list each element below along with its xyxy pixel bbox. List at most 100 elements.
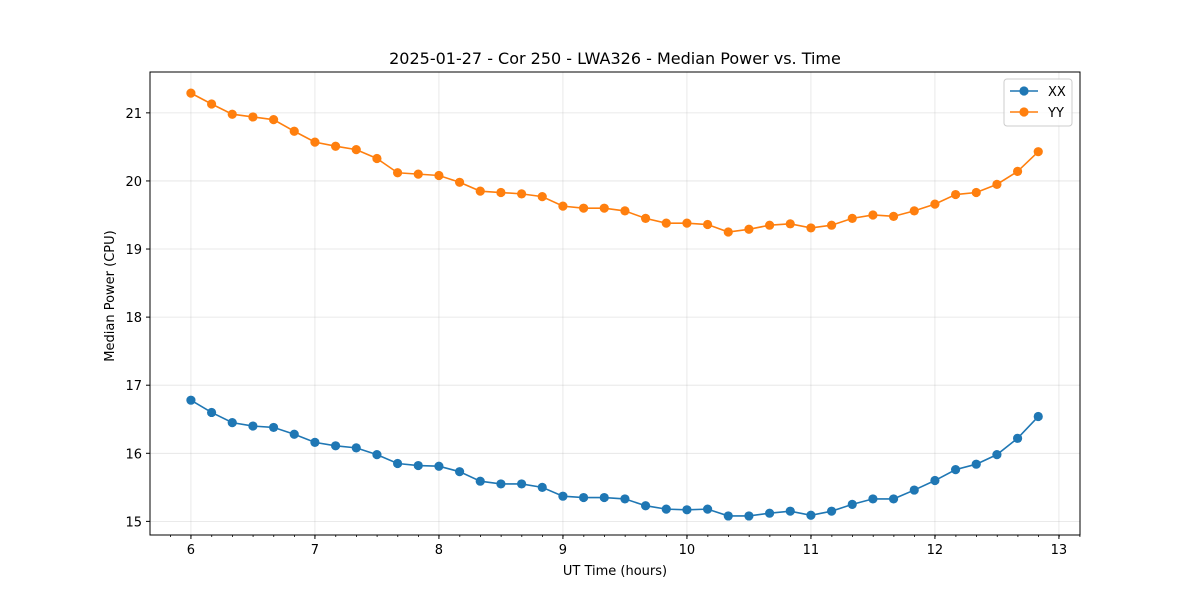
data-point-xx — [909, 485, 919, 495]
data-point-yy — [702, 219, 713, 230]
data-point-yy — [558, 201, 568, 211]
data-point-xx — [392, 458, 403, 469]
data-point-xx — [806, 510, 816, 520]
y-axis-label: Median Power (CPU) — [103, 230, 118, 361]
data-point-xx — [682, 505, 692, 515]
data-point-xx — [475, 476, 485, 486]
data-point-yy — [599, 203, 609, 213]
data-point-yy — [682, 218, 692, 228]
data-point-xx — [268, 422, 279, 433]
data-point-xx — [1033, 411, 1043, 422]
x-tick-label: 10 — [679, 543, 696, 558]
data-point-xx — [454, 467, 465, 477]
data-point-yy — [537, 192, 547, 202]
data-point-xx — [558, 491, 568, 501]
data-point-yy — [909, 206, 919, 216]
data-point-yy — [785, 219, 795, 229]
data-point-yy — [1012, 166, 1023, 177]
data-point-yy — [764, 220, 775, 230]
data-point-yy — [847, 213, 857, 223]
data-point-yy — [186, 88, 196, 98]
data-point-xx — [868, 494, 878, 504]
legend: XX YY — [1003, 78, 1073, 127]
data-point-yy — [744, 224, 754, 234]
y-tick-label: 20 — [125, 175, 142, 190]
legend-marker-yy — [1019, 107, 1029, 117]
data-point-xx — [186, 395, 196, 405]
data-point-xx — [992, 450, 1002, 460]
x-tick-label: 13 — [1051, 543, 1068, 558]
data-point-xx — [930, 475, 940, 486]
data-point-yy — [330, 141, 341, 151]
axis-ticks: 6 7 8 9 10 11 12 13 15 16 17 18 19 20 21 — [125, 107, 1081, 558]
data-point-xx — [310, 437, 320, 447]
data-point-xx — [496, 479, 506, 489]
data-point-xx — [537, 482, 547, 492]
data-point-yy — [310, 137, 320, 147]
data-point-yy — [1033, 147, 1043, 157]
data-point-yy — [248, 112, 258, 122]
plot-data — [186, 88, 1043, 521]
y-tick-label: 18 — [125, 311, 142, 326]
data-point-yy — [268, 115, 279, 125]
data-point-xx — [764, 508, 775, 518]
y-tick-label: 21 — [125, 107, 142, 122]
data-point-xx — [826, 506, 837, 516]
chart-title: 2025-01-27 - Cor 250 - LWA326 - Median P… — [389, 49, 841, 68]
data-point-xx — [351, 443, 361, 453]
data-point-xx — [785, 506, 795, 516]
x-tick-label: 6 — [187, 543, 195, 558]
data-point-yy — [806, 223, 816, 233]
x-tick-label: 11 — [803, 543, 820, 558]
y-tick-label: 15 — [125, 515, 142, 530]
x-tick-label: 8 — [435, 543, 443, 558]
y-tick-label: 16 — [125, 447, 142, 462]
data-point-yy — [372, 153, 382, 164]
data-point-xx — [248, 421, 258, 431]
data-point-xx — [640, 501, 651, 511]
data-point-yy — [392, 168, 403, 178]
data-point-xx — [888, 494, 899, 504]
data-point-yy — [640, 213, 651, 223]
data-point-yy — [227, 109, 237, 119]
data-point-xx — [744, 511, 754, 521]
data-point-xx — [971, 459, 981, 469]
series-line-xx — [190, 399, 1039, 517]
x-tick-label: 12 — [927, 543, 944, 558]
y-tick-label: 17 — [125, 379, 142, 394]
data-point-yy — [971, 187, 981, 198]
data-point-yy — [434, 170, 444, 181]
legend-label-xx: XX — [1048, 85, 1066, 100]
data-point-yy — [723, 227, 733, 237]
data-point-yy — [351, 145, 361, 155]
data-point-yy — [661, 218, 671, 228]
x-tick-label: 9 — [559, 543, 567, 558]
y-tick-label: 19 — [125, 243, 142, 258]
data-point-xx — [434, 461, 444, 471]
data-point-yy — [516, 189, 527, 199]
data-point-yy — [578, 203, 589, 213]
data-point-yy — [888, 211, 899, 221]
data-point-xx — [1012, 433, 1023, 443]
data-point-xx — [847, 499, 857, 509]
data-point-yy — [950, 189, 961, 200]
data-point-xx — [372, 450, 382, 460]
data-point-xx — [227, 418, 237, 428]
data-point-yy — [992, 179, 1002, 189]
data-point-xx — [516, 479, 527, 489]
data-point-xx — [578, 492, 589, 503]
data-point-xx — [661, 504, 671, 514]
data-point-xx — [723, 511, 733, 521]
legend-marker-xx — [1019, 86, 1029, 96]
data-point-xx — [702, 504, 713, 514]
data-point-yy — [206, 99, 217, 109]
data-point-yy — [475, 186, 485, 196]
data-point-xx — [330, 441, 341, 451]
data-point-xx — [289, 429, 299, 439]
grid — [150, 72, 1080, 535]
data-point-yy — [496, 187, 506, 198]
data-point-xx — [206, 407, 217, 418]
data-point-yy — [620, 206, 630, 216]
plot-frame — [149, 71, 1081, 536]
